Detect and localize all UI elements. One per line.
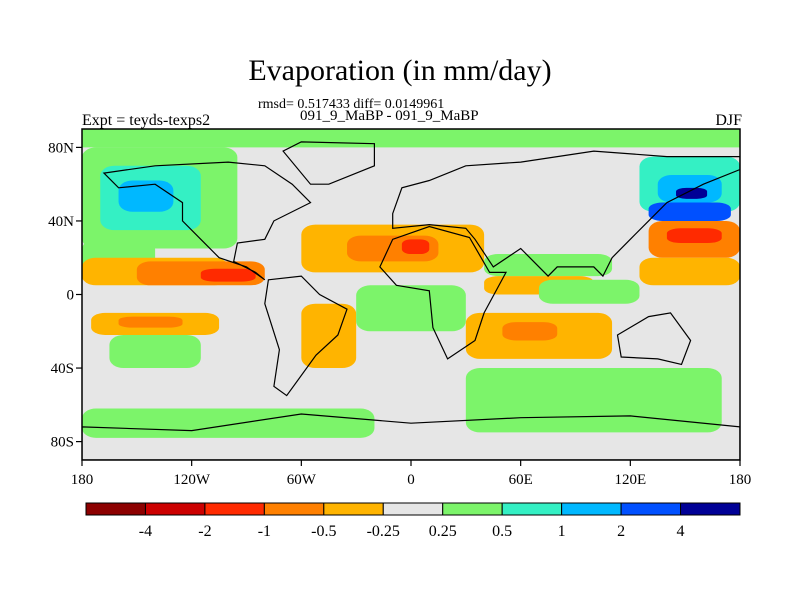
coastline-layer: [82, 141, 740, 460]
colorbar-bin: [323, 502, 384, 516]
chart-title: Evaporation (in mm/day): [248, 54, 552, 87]
colorbar-bin: [680, 502, 741, 516]
colorbar-bin: [561, 502, 622, 516]
field-layer: [82, 129, 740, 460]
axes-layer: 180 120W 60W 0 60E 120E 180 80N 40N 0 40S 80S: [48, 140, 751, 488]
colorbar-label: 2: [617, 523, 625, 540]
experiment-label: Expt = teyds-texps2: [82, 112, 211, 129]
field-region-28: [666, 228, 722, 244]
coastline-australia: [616, 312, 692, 366]
x-tick-label: 180: [729, 472, 752, 488]
field-region-15: [484, 254, 613, 277]
coastline-antarctica: [82, 413, 740, 460]
colorbar-label: 1: [558, 523, 566, 540]
field-region-17: [301, 303, 357, 369]
colorbar-label: -0.25: [367, 523, 400, 540]
colorbar-bin: [501, 502, 563, 516]
colorbar-label: 0.5: [492, 523, 512, 540]
season-label: DJF: [715, 112, 742, 129]
colorbar-bin: [85, 502, 146, 516]
y-tick-label: 40S: [51, 361, 74, 377]
x-tick-label: 180: [71, 472, 94, 488]
runs-label: 091_9_MaBP - 091_9_MaBP: [300, 108, 479, 124]
y-tick-label: 80S: [51, 435, 74, 451]
field-region-10: [118, 316, 183, 328]
colorbar-bin: [620, 502, 682, 516]
colorbar-label: -1: [258, 523, 271, 540]
field-region-30: [538, 279, 640, 304]
colorbar-bin: [382, 502, 444, 516]
field-region-14: [401, 239, 430, 255]
colorbar-label: 4: [677, 523, 685, 540]
x-tick-label: 0: [407, 472, 415, 488]
field-region-8: [200, 268, 256, 282]
colorbar-bin: [263, 502, 325, 516]
coastline-africa: [379, 225, 508, 360]
y-tick-label: 80N: [48, 140, 74, 156]
field-region-11: [109, 334, 201, 369]
colorbar-bin: [442, 502, 503, 516]
field-region-29: [639, 257, 740, 286]
field-region-1: [82, 129, 740, 148]
stats-subtitle: rmsd= 0.517433 diff= 0.0149961: [258, 97, 445, 112]
field-region-4: [118, 180, 174, 212]
y-tick-label: 0: [67, 288, 75, 304]
field-region-25: [676, 187, 708, 199]
colorbar-label: -0.5: [311, 523, 336, 540]
colorbar: -4 -2 -1 -0.5 -0.25 0.25 0.5 1 2 4: [85, 502, 741, 540]
x-tick-label: 120E: [614, 472, 646, 488]
x-tick-label: 60W: [287, 472, 317, 488]
y-tick-label: 40N: [48, 214, 74, 230]
colorbar-bin: [144, 502, 206, 516]
field-region-22: [82, 408, 375, 438]
coastline-south-america: [264, 275, 348, 397]
colorbar-label: 0.25: [429, 523, 457, 540]
coastline-greenland: [282, 141, 375, 185]
coastline-eurasia: [392, 150, 740, 278]
colorbar-label: -4: [139, 523, 152, 540]
x-tick-label: 120W: [173, 472, 211, 488]
field-region-20: [502, 322, 558, 341]
field-region-26: [648, 202, 731, 221]
colorbar-bin: [204, 502, 265, 516]
x-tick-label: 60E: [509, 472, 533, 488]
colorbar-label: -2: [198, 523, 211, 540]
coastline-north-america: [102, 161, 312, 281]
field-region-18: [356, 285, 466, 332]
field-region-21: [465, 368, 722, 433]
